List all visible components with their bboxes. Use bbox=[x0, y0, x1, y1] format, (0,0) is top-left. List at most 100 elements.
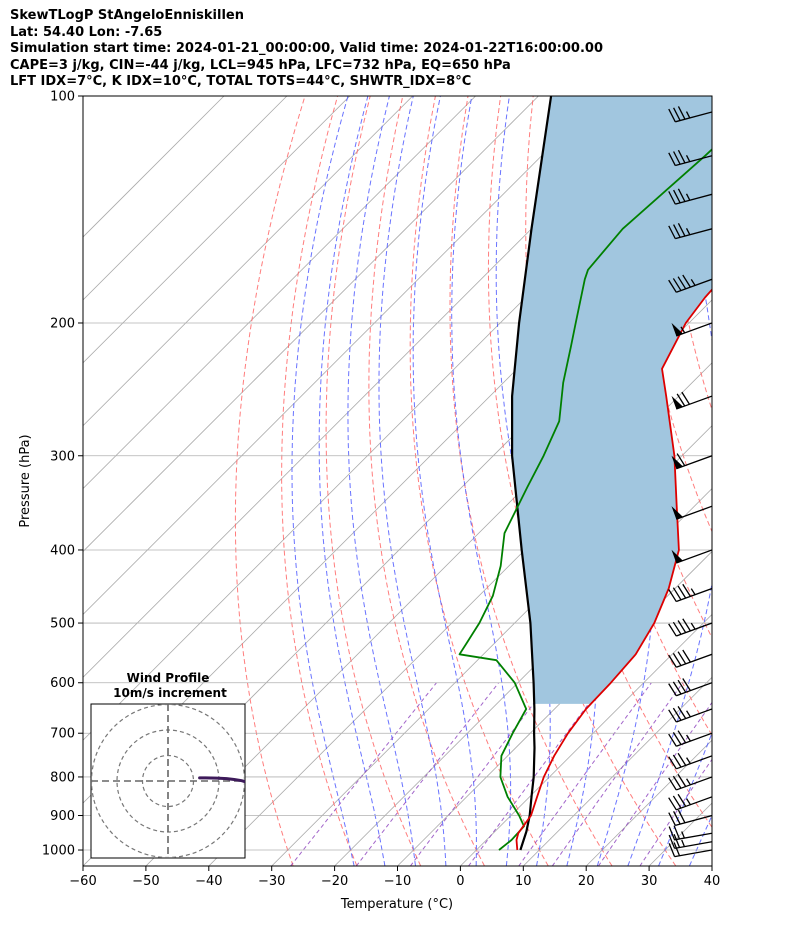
moist-adiabat-line bbox=[451, 96, 512, 866]
y-tick-label: 100 bbox=[50, 90, 75, 105]
location-line: Lat: 54.40 Lon: -7.65 bbox=[10, 24, 163, 40]
axis-ticks: −60 −50 −40 −30 −20 −10 0 10 20 30 40 100 200 300 400 5… bbox=[42, 90, 720, 890]
wind-barb bbox=[668, 825, 712, 841]
wind-barb bbox=[668, 149, 712, 167]
wind-barb bbox=[668, 188, 712, 205]
wind-barb bbox=[668, 833, 712, 849]
mixing-ratio-line bbox=[597, 701, 712, 866]
y-tick-label: 900 bbox=[50, 809, 75, 824]
y-tick-label: 700 bbox=[50, 727, 75, 742]
y-axis-label: Pressure (hPa) bbox=[18, 434, 33, 527]
dry-adiabat-line bbox=[449, 96, 613, 866]
wind-barb bbox=[668, 274, 712, 293]
moist-adiabat-line bbox=[658, 731, 712, 866]
wind-barb bbox=[668, 774, 712, 791]
moist-adiabat-line bbox=[318, 96, 386, 866]
wind-barb bbox=[668, 706, 712, 723]
isotherm-line bbox=[83, 96, 476, 490]
mixing-ratio-line bbox=[290, 682, 437, 866]
y-tick-label: 300 bbox=[50, 449, 75, 464]
wind-barbs bbox=[668, 106, 712, 858]
hodograph-subtitle: 10m/s increment bbox=[113, 686, 227, 700]
x-axis-label: Temperature (°C) bbox=[340, 897, 453, 912]
isotherm-line bbox=[460, 613, 712, 866]
dewpoint-profile-line bbox=[458, 148, 712, 851]
moist-adiabat-line bbox=[291, 96, 355, 866]
dry-adiabat-line bbox=[281, 96, 358, 866]
isotherm-line bbox=[83, 96, 539, 553]
cape-line: CAPE=3 j/kg, CIN=-44 j/kg, LCL=945 hPa, … bbox=[10, 57, 511, 73]
wind-barb bbox=[671, 322, 712, 337]
dry-adiabat-line bbox=[409, 96, 549, 866]
mixing-ratio-line bbox=[409, 682, 550, 866]
isotherm-line bbox=[83, 96, 602, 615]
wind-barb bbox=[668, 809, 712, 826]
isotherm-line bbox=[83, 96, 351, 364]
isotherm-line bbox=[397, 550, 712, 866]
y-tick-label: 1000 bbox=[42, 844, 75, 859]
wind-barb bbox=[668, 730, 712, 747]
moist-adiabat-line bbox=[347, 96, 416, 866]
isotherm-line bbox=[334, 488, 712, 866]
cape-area bbox=[512, 96, 712, 704]
isotherm-line bbox=[83, 96, 225, 238]
isotherm-line bbox=[83, 96, 413, 427]
wind-barb bbox=[668, 649, 712, 668]
x-tick-label: 10 bbox=[515, 874, 532, 889]
mixing-ratio-line bbox=[468, 682, 605, 866]
mixing-ratio-line bbox=[355, 682, 499, 866]
moist-adiabat-line bbox=[720, 96, 794, 866]
mixing-ratio-line bbox=[551, 682, 684, 866]
hodograph-title: Wind Profile bbox=[127, 671, 210, 685]
time-line: Simulation start time: 2024-01-21_00:00:… bbox=[10, 41, 603, 56]
wind-barb bbox=[671, 391, 712, 410]
x-tick-label: −20 bbox=[321, 874, 348, 889]
dry-adiabat-line bbox=[729, 96, 794, 866]
x-tick-label: 0 bbox=[456, 874, 464, 889]
wind-barb bbox=[668, 583, 712, 603]
profiles bbox=[458, 96, 712, 851]
dry-adiabat-line bbox=[234, 96, 306, 866]
wind-barb bbox=[671, 505, 712, 520]
dry-adiabat-line bbox=[663, 96, 712, 412]
x-tick-label: 20 bbox=[578, 874, 595, 889]
y-tick-label: 400 bbox=[50, 543, 75, 558]
isotherm-line bbox=[523, 676, 712, 866]
y-tick-label: 200 bbox=[50, 316, 75, 331]
x-tick-label: −10 bbox=[384, 874, 411, 889]
y-tick-label: 500 bbox=[50, 617, 75, 632]
isotherm-line bbox=[711, 865, 712, 866]
x-tick-label: −60 bbox=[69, 874, 96, 889]
isotherm-line bbox=[83, 96, 288, 301]
mixing-ratio-lines bbox=[290, 682, 712, 866]
wind-barb bbox=[668, 793, 712, 811]
moist-adiabat-line bbox=[412, 96, 477, 866]
dry-adiabat-line bbox=[368, 96, 485, 866]
dry-adiabat-line bbox=[761, 96, 794, 866]
x-tick-label: −30 bbox=[258, 874, 285, 889]
chart-header: SkewTLogP StAngeloEnniskillen Lat: 54.40… bbox=[10, 8, 603, 91]
wind-barb bbox=[668, 752, 712, 770]
wind-barb bbox=[668, 842, 712, 858]
x-tick-label: −50 bbox=[132, 874, 159, 889]
hodograph-trace bbox=[198, 776, 245, 784]
y-tick-label: 800 bbox=[50, 770, 75, 785]
y-tick-label: 600 bbox=[50, 676, 75, 691]
mixing-ratio-line bbox=[518, 682, 652, 866]
cape-fill bbox=[512, 96, 712, 704]
plot-area bbox=[83, 96, 794, 866]
dry-adiabat-line bbox=[325, 96, 422, 866]
parcel-profile-line bbox=[511, 96, 553, 851]
moist-adiabat-line bbox=[378, 96, 447, 866]
x-tick-label: 30 bbox=[641, 874, 658, 889]
index-line: LFT IDX=7°C, K IDX=10°C, TOTAL TOTS=44°C… bbox=[10, 74, 472, 89]
wind-barb bbox=[668, 222, 712, 240]
wind-barb bbox=[668, 618, 712, 637]
moist-adiabat-line bbox=[627, 96, 712, 866]
x-tick-label: −40 bbox=[195, 874, 222, 889]
chart-title: SkewTLogP StAngeloEnniskillen bbox=[10, 8, 244, 23]
wind-barb bbox=[668, 106, 712, 123]
hodograph-inset: Wind Profile 10m/s increment bbox=[90, 671, 246, 859]
wind-barb bbox=[668, 678, 712, 697]
